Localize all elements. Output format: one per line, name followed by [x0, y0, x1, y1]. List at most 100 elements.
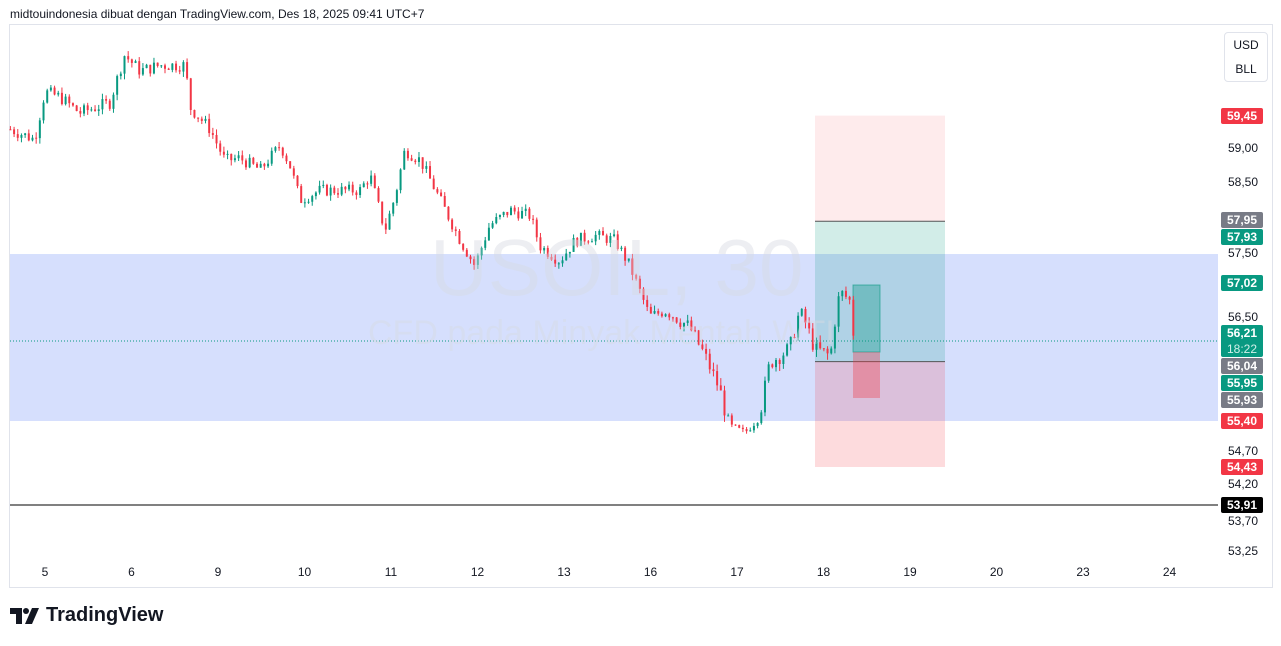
- price-label: 57,93: [1221, 228, 1263, 245]
- candle: [68, 96, 71, 104]
- candle: [543, 247, 546, 251]
- candle: [189, 78, 192, 110]
- candle: [561, 260, 564, 264]
- candle: [108, 100, 111, 109]
- candle: [749, 430, 752, 432]
- price-label: 55,93: [1221, 392, 1263, 408]
- candle: [686, 320, 689, 323]
- candle: [197, 117, 200, 119]
- candle: [377, 188, 380, 202]
- candle: [333, 187, 336, 194]
- candle: [381, 201, 384, 224]
- candle: [517, 211, 520, 219]
- candle: [465, 249, 468, 257]
- unit-bll[interactable]: BLL: [1235, 62, 1257, 76]
- currency-usd[interactable]: USD: [1233, 38, 1259, 52]
- candle: [767, 364, 770, 381]
- candle: [646, 299, 649, 307]
- candle: [771, 364, 774, 368]
- candle: [789, 336, 792, 345]
- candle: [583, 232, 586, 242]
- candle: [826, 348, 829, 354]
- candle: [797, 315, 800, 338]
- candle: [723, 390, 726, 416]
- candle: [208, 118, 211, 134]
- candle: [230, 153, 233, 161]
- candle: [811, 328, 814, 350]
- time-axis-tick: 10: [297, 565, 312, 579]
- candle: [679, 322, 682, 327]
- candle: [267, 163, 270, 167]
- candle: [509, 207, 512, 216]
- candle: [793, 336, 796, 338]
- candle: [222, 151, 225, 155]
- candle: [314, 192, 317, 197]
- candle: [86, 105, 89, 111]
- candle: [46, 90, 49, 103]
- candle: [432, 178, 435, 190]
- candle: [480, 247, 483, 256]
- candle: [741, 427, 744, 430]
- candle: [175, 63, 178, 71]
- candle: [697, 330, 700, 345]
- candle: [719, 385, 722, 391]
- price-label: 55,95: [1221, 375, 1263, 391]
- candle: [395, 190, 398, 203]
- candle: [252, 157, 255, 164]
- candle: [355, 192, 358, 196]
- candle: [638, 278, 641, 289]
- candle: [532, 218, 535, 220]
- candle: [35, 137, 38, 139]
- currency-menu[interactable]: USD BLL: [1224, 32, 1268, 82]
- time-axis-tick: 17: [730, 565, 744, 579]
- candle: [513, 207, 516, 212]
- candle: [745, 429, 748, 432]
- candle: [756, 423, 759, 426]
- candle: [458, 230, 461, 244]
- candle: [178, 70, 181, 72]
- price-axis-tick: 57,50: [1228, 245, 1259, 260]
- candle: [727, 415, 730, 417]
- small-position-loss: [853, 352, 880, 398]
- candle: [344, 186, 347, 190]
- candle: [233, 158, 236, 161]
- candle: [348, 184, 351, 190]
- candle: [351, 184, 354, 193]
- candle: [156, 62, 159, 66]
- time-axis-tick: 6: [128, 565, 135, 579]
- candle: [119, 73, 122, 77]
- candle: [27, 133, 30, 141]
- candle: [701, 344, 704, 349]
- candle: [53, 87, 56, 95]
- candle: [653, 310, 656, 314]
- candle: [366, 183, 369, 185]
- candle: [528, 208, 531, 219]
- candle: [627, 258, 630, 261]
- candle: [307, 201, 310, 203]
- candle: [410, 158, 413, 161]
- candle: [406, 150, 409, 159]
- candle: [484, 240, 487, 248]
- candle: [270, 150, 273, 164]
- candle: [311, 196, 314, 202]
- candle: [259, 163, 262, 168]
- candle: [491, 223, 494, 228]
- candle: [163, 65, 166, 69]
- candle: [565, 253, 568, 261]
- candle: [42, 102, 45, 121]
- candle: [152, 62, 155, 74]
- candle: [775, 359, 778, 368]
- candle: [79, 111, 82, 114]
- candle: [447, 206, 450, 220]
- price-label: 54,43: [1221, 459, 1263, 475]
- time-axis-tick: 20: [989, 565, 1004, 579]
- tradingview-logo[interactable]: TradingView: [10, 604, 163, 627]
- candle: [215, 134, 218, 144]
- candle: [613, 234, 616, 237]
- candle: [539, 237, 542, 251]
- candle: [200, 118, 203, 121]
- candle: [436, 189, 439, 193]
- candle: [487, 227, 490, 241]
- candle: [502, 211, 505, 215]
